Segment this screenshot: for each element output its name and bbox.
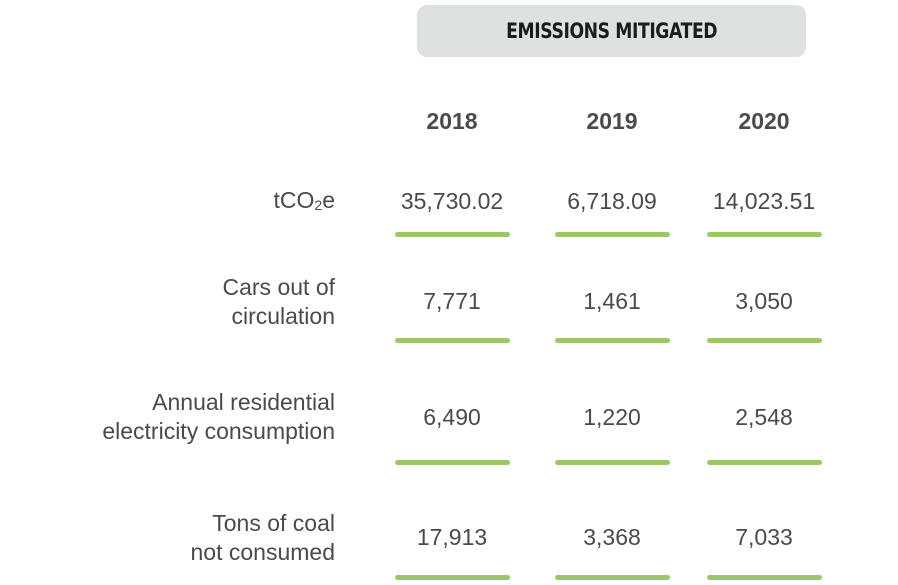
- cell-electricity-2020: 2,548: [735, 404, 793, 430]
- row-label-text: tCO: [273, 187, 315, 213]
- cell-tco2e-2020: 14,023.51: [712, 188, 816, 214]
- row-label-line2: electricity consumption: [102, 418, 335, 444]
- row-label-line1: Cars out of: [222, 274, 336, 300]
- row-label-line1: Annual residential: [152, 389, 335, 415]
- cell-tco2e-2018: 35,730.02: [400, 188, 504, 214]
- underline-coal-2018: [395, 575, 510, 580]
- underline-cars-2020: [707, 338, 822, 343]
- underline-tco2e-2020: [707, 232, 822, 237]
- row-label-cars: Cars out of circulation: [35, 273, 336, 331]
- row-label-electricity: Annual residential electricity consumpti…: [35, 388, 335, 446]
- underline-electricity-2020: [707, 460, 822, 465]
- underline-cars-2018: [395, 338, 510, 343]
- underline-coal-2020: [707, 575, 822, 580]
- cell-tco2e-2019: 6,718.09: [567, 188, 657, 214]
- underline-tco2e-2019: [555, 232, 670, 237]
- row-label-subscript: 2: [314, 197, 323, 213]
- row-label-suffix: e: [322, 187, 335, 213]
- section-header: EMISSIONS MITIGATED: [417, 5, 806, 57]
- year-header-2020: 2020: [738, 108, 790, 134]
- underline-cars-2019: [555, 338, 670, 343]
- cell-cars-2019: 1,461: [583, 288, 641, 314]
- row-label-line2: not consumed: [190, 539, 335, 565]
- underline-tco2e-2018: [395, 232, 510, 237]
- cell-electricity-2019: 1,220: [583, 404, 641, 430]
- cell-coal-2018: 17,913: [416, 524, 488, 550]
- year-header-2019: 2019: [586, 108, 638, 134]
- cell-coal-2020: 7,033: [735, 524, 793, 550]
- cell-electricity-2018: 6,490: [423, 404, 481, 430]
- cell-cars-2020: 3,050: [735, 288, 793, 314]
- year-header-2018: 2018: [426, 108, 478, 134]
- cell-coal-2019: 3,368: [583, 524, 641, 550]
- underline-electricity-2019: [555, 460, 670, 465]
- cell-cars-2018: 7,771: [423, 288, 481, 314]
- row-label-tco2e: tCO2e: [35, 186, 335, 218]
- row-label-line2: circulation: [231, 303, 335, 329]
- underline-coal-2019: [555, 575, 670, 580]
- row-label-coal: Tons of coal not consumed: [35, 509, 335, 567]
- underline-electricity-2018: [395, 460, 510, 465]
- row-label-line1: Tons of coal: [212, 510, 335, 536]
- section-title: EMISSIONS MITIGATED: [505, 19, 718, 43]
